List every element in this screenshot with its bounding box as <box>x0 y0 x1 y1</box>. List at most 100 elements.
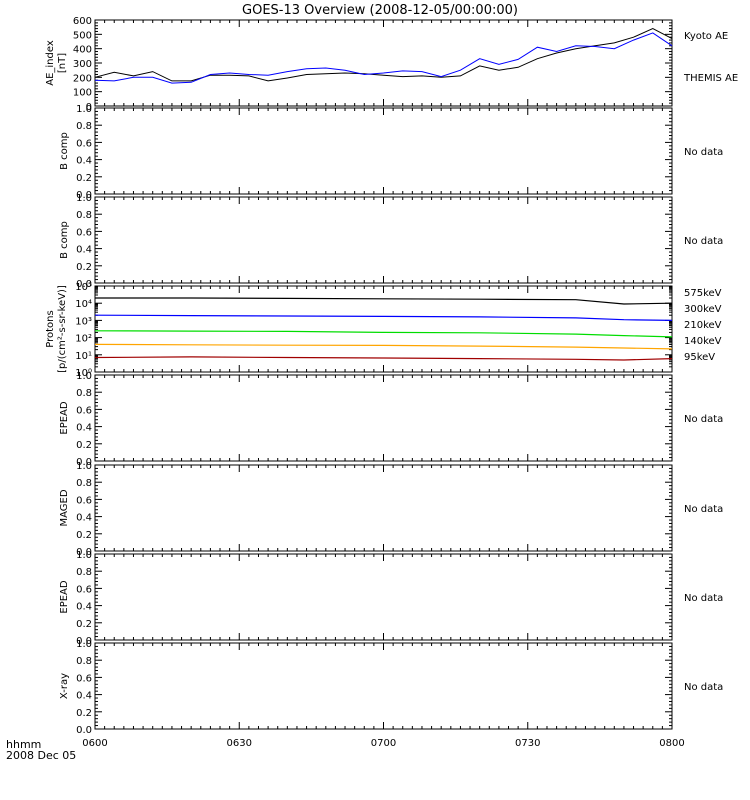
y-tick-label: 0.6 <box>76 495 92 506</box>
no-data-label: No data <box>684 504 723 515</box>
series-line <box>94 28 673 82</box>
series-line <box>94 32 673 84</box>
y-tick-label: 0.0 <box>76 636 92 647</box>
y-tick-label: 0.8 <box>76 478 92 489</box>
y-axis-label: Protons <box>45 310 56 347</box>
y-tick-label: 0.6 <box>76 405 92 416</box>
y-tick-label: 1.0 <box>76 639 92 650</box>
y-tick-label: 0.4 <box>76 602 92 613</box>
y-tick-label: 100 <box>73 88 92 99</box>
series-line <box>95 297 673 305</box>
y-tick-label: 1.0 <box>76 193 92 204</box>
y-tick-label: 0.8 <box>76 210 92 221</box>
y-axis-label: [nT] <box>57 53 68 73</box>
legend-entry: 210keV <box>684 320 722 331</box>
no-data-label: No data <box>684 593 723 604</box>
legend-entry: 575keV <box>684 288 722 299</box>
panels: 0 100 200 300 400 500 600 Kyoto AE THEMIS AE AE_i… <box>45 16 738 736</box>
panel: 10⁰ 10¹ 10² 10³ 10⁴ 10⁵ 575keV 300keV 210keV 140k… <box>45 282 722 379</box>
y-tick-label: 0.2 <box>76 440 92 451</box>
legend-entry: THEMIS AE <box>683 73 738 84</box>
y-tick-label: 0.2 <box>76 708 92 719</box>
panel: 0.0 0.2 0.4 0.6 0.8 1.0 EPEAD No data <box>59 371 723 468</box>
y-tick-label: 0.8 <box>76 656 92 667</box>
y-tick-label: 0.8 <box>76 388 92 399</box>
panel-frame <box>94 374 673 462</box>
y-tick-label: 0.0 <box>76 457 92 468</box>
y-tick-label: 300 <box>73 59 92 70</box>
y-tick-label: 0.0 <box>76 279 92 290</box>
time-tick-label: 0700 <box>371 738 396 749</box>
no-data-label: No data <box>684 147 723 158</box>
y-tick-label: 0.8 <box>76 121 92 132</box>
panel-frame <box>94 19 673 107</box>
y-tick-label: 0.6 <box>76 584 92 595</box>
y-tick-label: 0.4 <box>76 423 92 434</box>
y-tick-label: 0 <box>86 102 92 113</box>
y-tick-label: 600 <box>73 16 92 27</box>
y-tick-label: 10³ <box>75 316 92 327</box>
y-tick-label: 400 <box>73 45 92 56</box>
y-tick-label: 0.2 <box>76 173 92 184</box>
y-tick-label: 0.4 <box>76 245 92 256</box>
y-tick-label: 10⁵ <box>75 282 92 293</box>
y-tick-label: 10⁰ <box>75 368 92 379</box>
panel: 0.0 0.2 0.4 0.6 0.8 1.0 B comp No data <box>59 104 723 201</box>
time-tick-label: 0730 <box>515 738 540 749</box>
y-tick-label: 0.4 <box>76 691 92 702</box>
series-line <box>94 314 673 321</box>
y-tick-label: 10¹ <box>75 351 92 362</box>
panel-frame <box>94 464 673 552</box>
y-tick-label: 1.0 <box>76 461 92 472</box>
legend-entry: 300keV <box>684 304 722 315</box>
time-tick-label: 0600 <box>82 738 107 749</box>
y-tick-label: 0.2 <box>76 619 92 630</box>
y-tick-label: 1.0 <box>76 550 92 561</box>
panel: 0.0 0.2 0.4 0.6 0.8 1.0 X-ray No data <box>59 639 723 736</box>
panel: 0.0 0.2 0.4 0.6 0.8 1.0 MAGED No data <box>59 461 723 558</box>
y-tick-label: 0.4 <box>76 513 92 524</box>
y-axis-label: EPEAD <box>59 580 70 614</box>
y-axis-label: B comp <box>59 132 70 170</box>
y-tick-label: 0.6 <box>76 138 92 149</box>
y-tick-label: 0.8 <box>76 567 92 578</box>
no-data-label: No data <box>684 414 723 425</box>
y-axis-label: EPEAD <box>59 401 70 435</box>
time-axis: hhmm 2008 Dec 05 0600 0630 0700 0730 0800 <box>6 738 685 762</box>
y-tick-label: 1.0 <box>76 371 92 382</box>
panel-frame <box>94 196 673 284</box>
no-data-label: No data <box>684 682 723 693</box>
panel-frame <box>94 642 673 730</box>
panel: 0.0 0.2 0.4 0.6 0.8 1.0 EPEAD No data <box>59 550 723 647</box>
no-data-label: No data <box>684 236 723 247</box>
y-tick-label: 0.0 <box>76 725 92 736</box>
series-line <box>94 330 673 338</box>
y-tick-label: 0.0 <box>76 547 92 558</box>
panel-frame <box>94 553 673 641</box>
y-axis-label: [p/(cm²-s-sr-keV)] <box>57 285 68 373</box>
legend-entry: 140keV <box>684 336 722 347</box>
y-tick-label: 0.2 <box>76 262 92 273</box>
y-tick-label: 0.2 <box>76 530 92 541</box>
time-axis-label-date: 2008 Dec 05 <box>6 749 76 762</box>
y-tick-label: 0.4 <box>76 156 92 167</box>
y-tick-label: 500 <box>73 30 92 41</box>
time-axis-label-hhmm: hhmm <box>6 738 41 751</box>
legend-entry: 95keV <box>684 352 715 363</box>
y-tick-label: 0.6 <box>76 227 92 238</box>
y-axis-label: B comp <box>59 221 70 259</box>
y-tick-label: 1.0 <box>76 104 92 115</box>
y-tick-label: 10⁴ <box>75 299 92 310</box>
y-tick-label: 10² <box>75 334 92 345</box>
y-axis-label: AE_index <box>45 40 56 86</box>
time-tick-label: 0800 <box>659 738 684 749</box>
y-tick-label: 200 <box>73 73 92 84</box>
y-tick-label: 0.6 <box>76 673 92 684</box>
figure-title: GOES-13 Overview (2008-12-05/00:00:00) <box>242 3 518 18</box>
panel-frame <box>94 107 673 195</box>
y-tick-label: 0.0 <box>76 190 92 201</box>
series-line <box>94 343 673 350</box>
panel: 0 100 200 300 400 500 600 Kyoto AE THEMIS AE AE_i… <box>45 16 738 113</box>
series-line <box>94 356 673 361</box>
